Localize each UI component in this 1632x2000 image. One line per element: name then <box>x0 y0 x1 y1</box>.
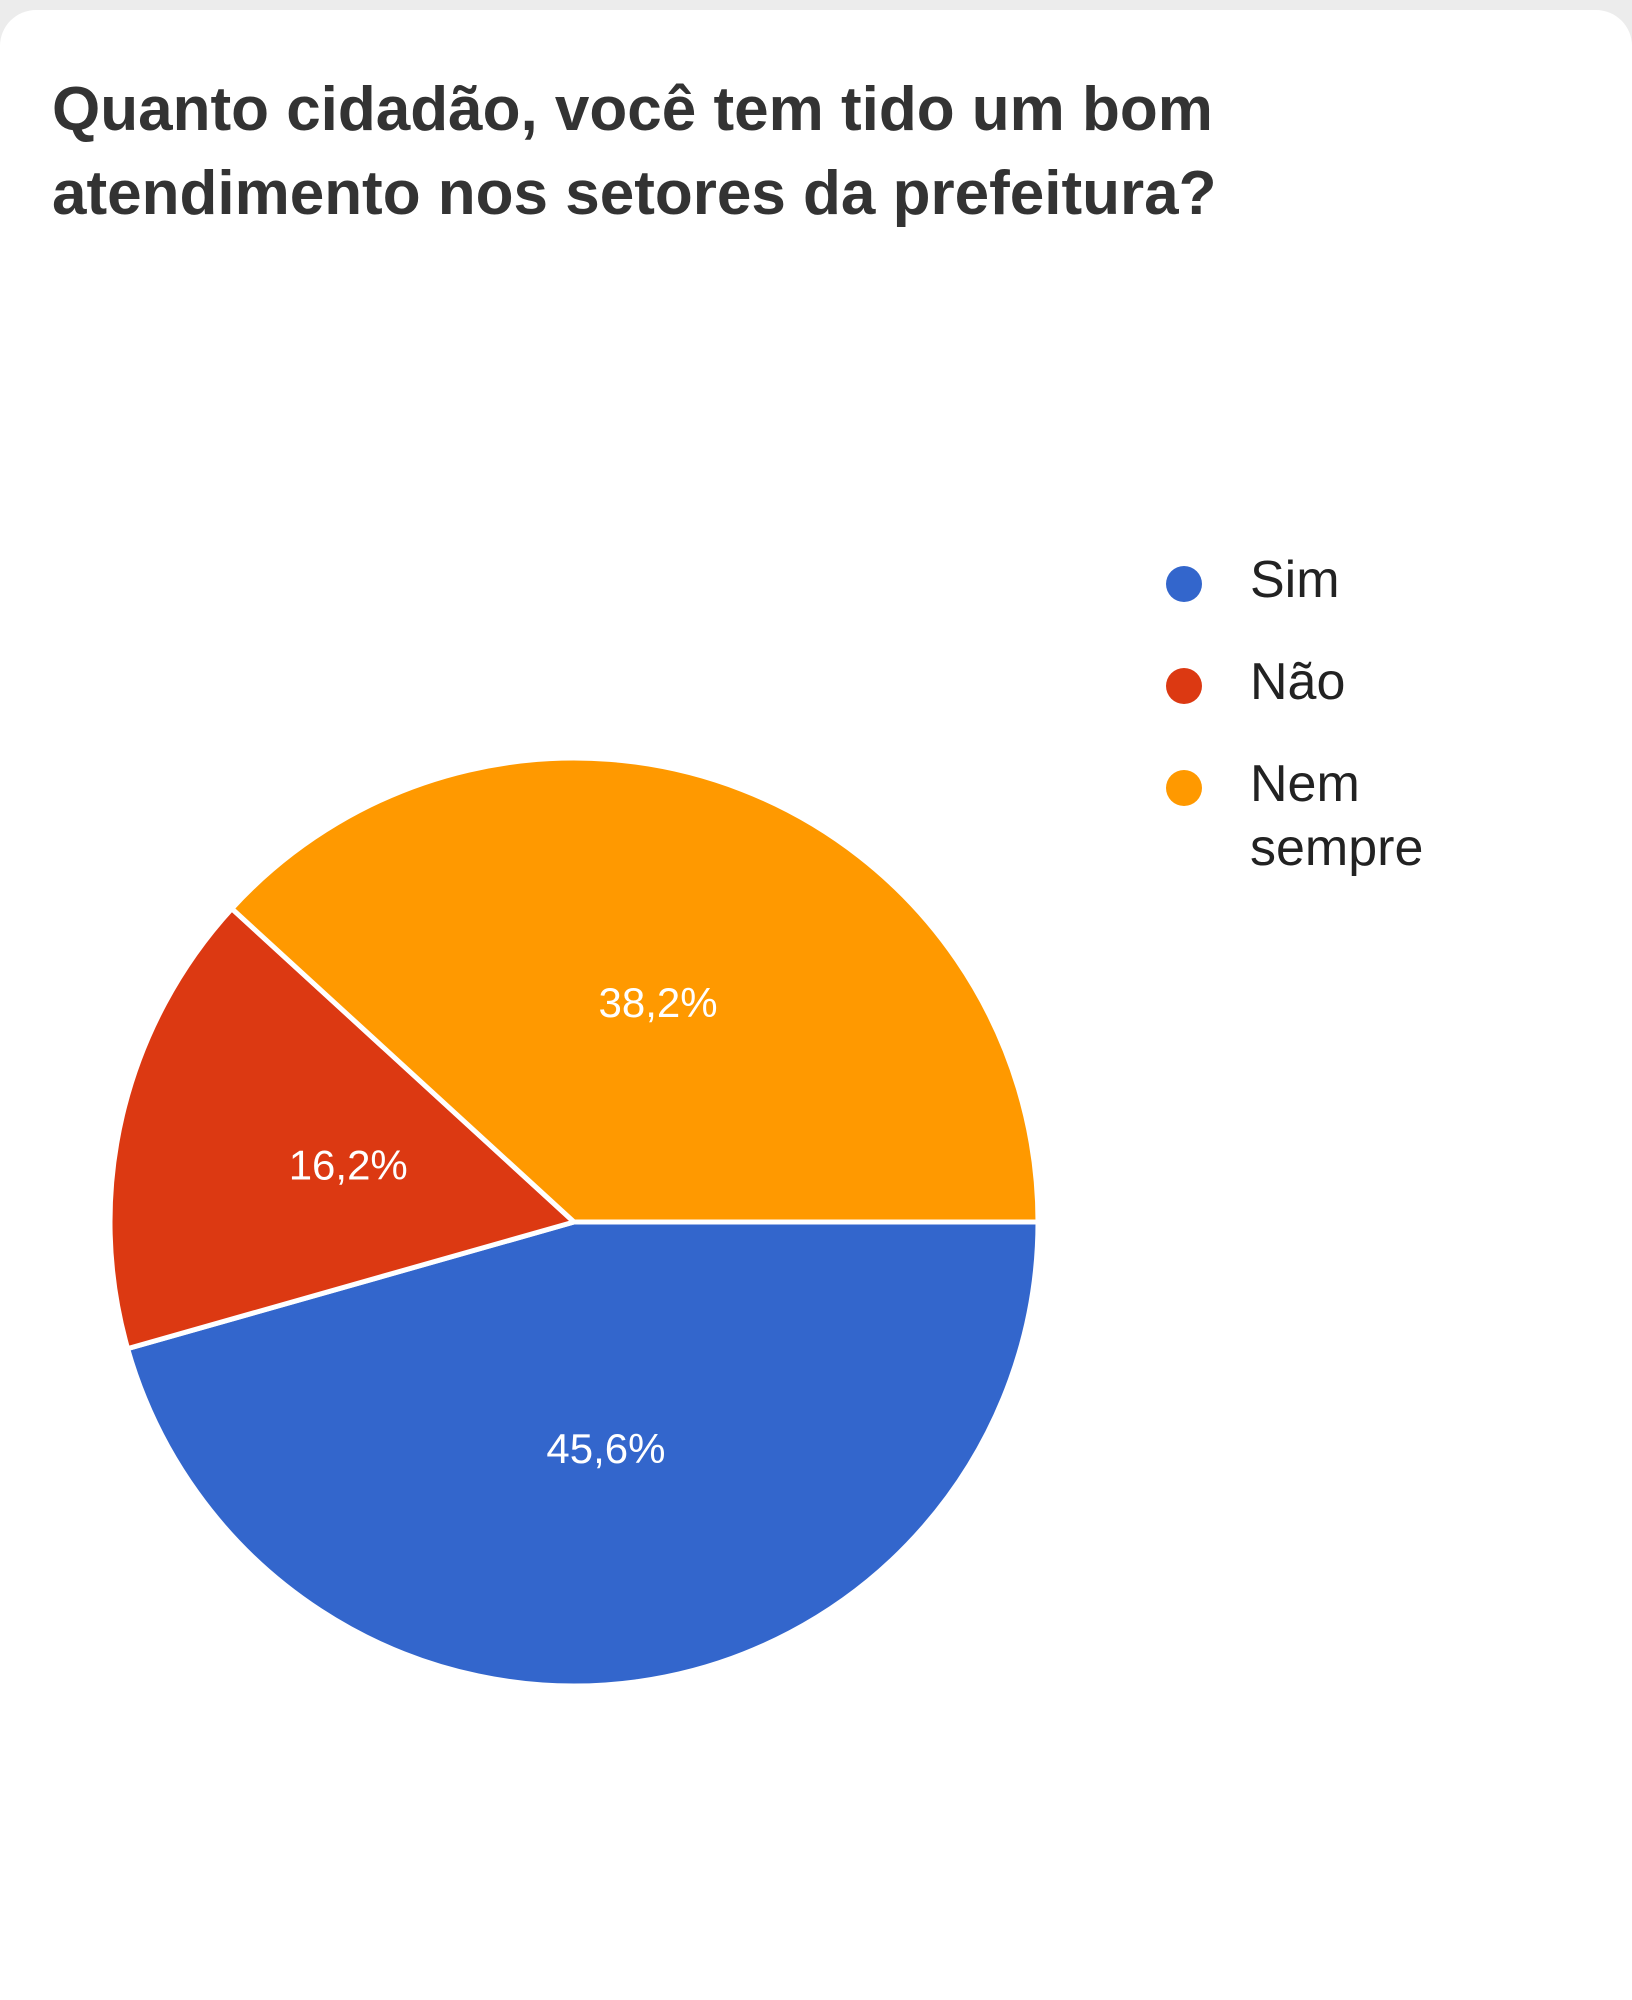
pie-slice-sim[interactable] <box>124 1219 1041 1689</box>
legend-item-nao[interactable]: Não <box>1166 650 1470 714</box>
legend-item-nem-sempre[interactable]: Nem sempre <box>1166 752 1470 880</box>
legend-swatch-sim <box>1166 566 1202 602</box>
pie-slice-nem-sempre[interactable] <box>228 755 1041 1225</box>
pie-slice-não[interactable] <box>107 905 579 1352</box>
legend-label: Nem sempre <box>1250 755 1424 877</box>
legend-swatch-nem-sempre <box>1166 770 1202 806</box>
legend-label: Não <box>1250 653 1346 711</box>
data-label: 16,2% <box>289 1142 408 1189</box>
legend: Sim Não Nem sempre <box>1166 548 1470 918</box>
chart-title: Quanto cidadão, você tem tido um bom ate… <box>52 75 1217 228</box>
legend-swatch-nao <box>1166 668 1202 704</box>
data-label: 38,2% <box>599 979 718 1026</box>
legend-label: Sim <box>1250 551 1340 609</box>
legend-item-sim[interactable]: Sim <box>1166 548 1470 612</box>
data-label: 45,6% <box>546 1425 665 1472</box>
